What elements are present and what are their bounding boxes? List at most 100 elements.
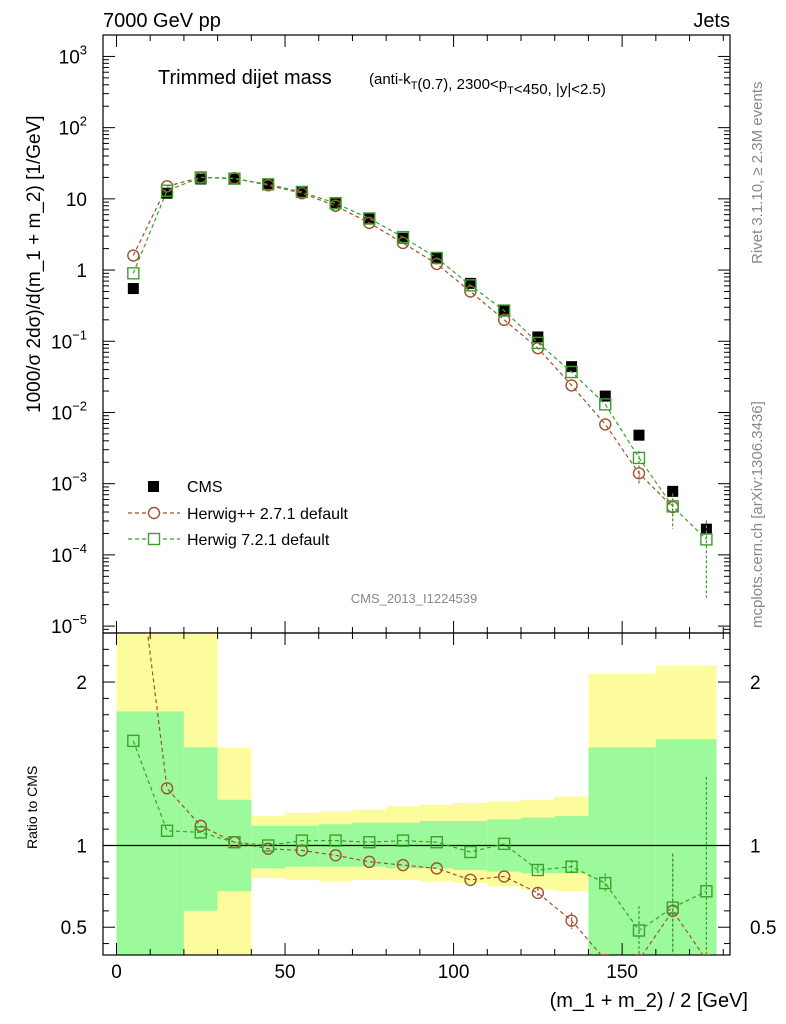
ratio-herwig7-point bbox=[565, 860, 578, 873]
ratio-y-tick-label-right: 2 bbox=[750, 673, 761, 694]
ratio-herwig7-point bbox=[531, 863, 545, 877]
ratio-herwigpp-point bbox=[295, 844, 309, 857]
y-tick-label: 103 bbox=[59, 42, 87, 68]
ratio-herwig7-point bbox=[295, 834, 309, 847]
herwig7-point bbox=[531, 336, 545, 350]
ratio-herwigpp-point bbox=[601, 953, 610, 955]
herwigpp-point bbox=[565, 379, 578, 392]
ratio-herwig7-point bbox=[666, 901, 679, 914]
herwig7-point bbox=[194, 171, 207, 184]
ratio-y-tick-label-right: 0.5 bbox=[750, 918, 776, 939]
chart-title: Trimmed dijet mass bbox=[158, 67, 332, 89]
cms-point bbox=[228, 173, 240, 185]
y-tick-label: 10 bbox=[66, 190, 87, 211]
ratio-y-tick-label: 2 bbox=[76, 673, 87, 694]
x-tick-label: 150 bbox=[606, 962, 638, 983]
herwigpp-point bbox=[497, 313, 511, 327]
herwigpp-line bbox=[132, 176, 674, 508]
band-inner-1 bbox=[183, 747, 218, 911]
cms-point bbox=[700, 523, 712, 535]
band-inner-8 bbox=[419, 820, 454, 869]
herwig7-point bbox=[160, 184, 174, 197]
x-tick-label: 100 bbox=[438, 962, 470, 983]
ratio-herwig7-point bbox=[160, 824, 174, 837]
cms-point bbox=[599, 390, 611, 402]
legend-marker-herwigpp bbox=[147, 506, 161, 520]
ratio-herwig7-point bbox=[228, 836, 241, 849]
ratio-herwig7-point bbox=[632, 924, 646, 937]
ratio-herwigpp-point bbox=[464, 873, 477, 887]
band-inner-12 bbox=[554, 816, 589, 874]
ratio-herwig7-point bbox=[261, 839, 275, 852]
ratio-herwig7-point bbox=[329, 834, 342, 847]
ratio-herwigpp-point bbox=[329, 849, 342, 862]
cms-point bbox=[127, 283, 139, 295]
band-inner-14 bbox=[655, 739, 717, 955]
legend: CMS Herwig++ 2.7.1 default Herwig 7.2.1 … bbox=[128, 479, 349, 549]
ratio-herwigpp-point bbox=[565, 914, 578, 927]
band-inner-3 bbox=[251, 825, 286, 869]
ratio-y-tick-label-right: 1 bbox=[750, 836, 761, 857]
ratio-herwigpp-point bbox=[430, 862, 443, 875]
ratio-herwig7-point bbox=[464, 845, 477, 859]
ratio-series bbox=[127, 513, 713, 955]
y-tick-label: 10−1 bbox=[51, 327, 87, 353]
ratio-herwigpp-point bbox=[363, 855, 376, 869]
herwig7-point bbox=[565, 365, 578, 379]
ratio-herwigpp-point bbox=[497, 870, 511, 883]
herwig7-point bbox=[329, 196, 342, 210]
header-left: 7000 GeV pp bbox=[103, 10, 221, 32]
y-tick-label: 102 bbox=[59, 114, 87, 140]
legend-marker-cms bbox=[148, 481, 159, 492]
legend-label-herwigpp: Herwig++ 2.7.1 default bbox=[187, 506, 349, 523]
x-axis-label: (m_1 + m_2) / 2 [GeV] bbox=[550, 990, 748, 1012]
herwig7-point bbox=[127, 267, 140, 280]
rivet-label: Rivet 3.1.10, ≥ 2.3M events bbox=[749, 82, 766, 265]
ratio-y-tick-label: 1 bbox=[76, 836, 87, 857]
herwig7-point bbox=[700, 533, 713, 546]
ratio-herwigpp-point bbox=[128, 513, 139, 524]
ratio-herwig7-point bbox=[700, 885, 713, 898]
y-tick-label: 10−2 bbox=[51, 398, 87, 424]
cms-point bbox=[397, 232, 409, 244]
band-inner-0 bbox=[116, 711, 184, 955]
ratio-herwig7-point bbox=[396, 834, 410, 847]
ratio-panel: 0 50 100 150 0.5 0.5 1 1 2 2 bbox=[61, 513, 776, 983]
main-series bbox=[127, 171, 713, 598]
ratio-y-tick-label: 0.5 bbox=[61, 918, 87, 939]
cms-point bbox=[195, 173, 207, 185]
ratio-herwigpp-point bbox=[160, 782, 174, 795]
chart-subtitle: (anti-kT(0.7), 2300<pT<450, |y|<2.5) bbox=[369, 71, 606, 98]
legend-marker-herwig7 bbox=[147, 532, 161, 546]
herwig7-point bbox=[464, 279, 477, 292]
cms-point bbox=[262, 178, 274, 190]
x-tick-label: 50 bbox=[274, 962, 295, 983]
mcplots-label: mcplots.cern.ch [arXiv:1306.3436] bbox=[749, 401, 766, 628]
cms-point bbox=[464, 277, 476, 289]
y-tick-label: 10−3 bbox=[51, 470, 87, 496]
ratio-bands bbox=[116, 633, 717, 955]
ratio-herwig7-point bbox=[127, 734, 140, 748]
ratio-herwig7-line bbox=[132, 740, 707, 932]
ratio-herwigpp-point bbox=[531, 886, 545, 900]
ratio-herwig7-point bbox=[497, 837, 511, 851]
herwig7-point bbox=[396, 230, 410, 244]
herwig7-point bbox=[363, 212, 376, 225]
ratio-herwig7-point bbox=[363, 836, 376, 849]
watermark: CMS_2013_I1224539 bbox=[351, 591, 478, 606]
herwigpp-point bbox=[632, 467, 646, 480]
herwig7-point bbox=[228, 172, 241, 185]
cms-point bbox=[330, 198, 342, 210]
cms-point bbox=[633, 429, 645, 441]
ratio-herwig7-point bbox=[430, 836, 443, 849]
herwig7-point bbox=[599, 398, 612, 411]
y-tick-label: 1 bbox=[76, 261, 87, 282]
header-right: Jets bbox=[693, 10, 730, 32]
herwig7-point bbox=[261, 178, 275, 191]
cms-point bbox=[667, 485, 679, 497]
legend-label-cms: CMS bbox=[187, 479, 223, 496]
y-tick-label: 10−5 bbox=[51, 612, 87, 638]
ratio-herwigpp-point bbox=[635, 953, 643, 955]
